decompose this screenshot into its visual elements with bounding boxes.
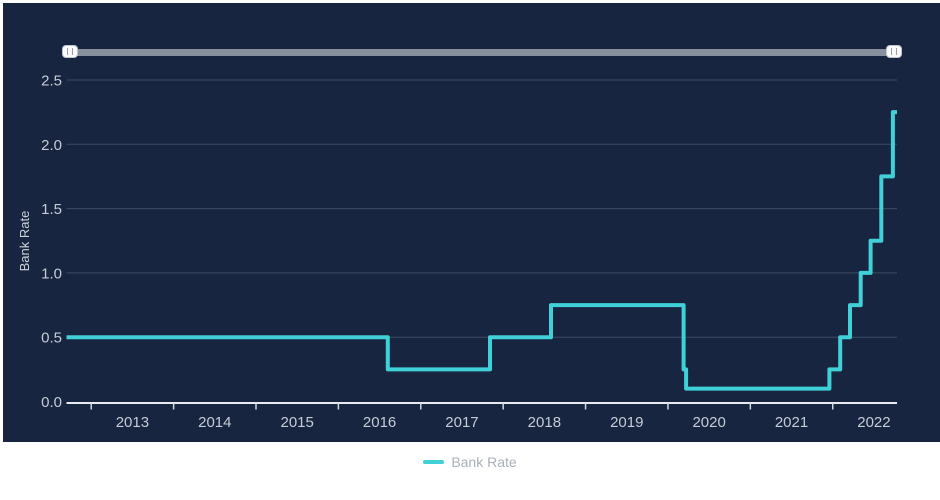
legend-marker-icon	[423, 460, 445, 464]
x-tick-label: 2014	[198, 414, 231, 431]
bank-rate-line[interactable]	[66, 110, 898, 391]
x-tick-label: 2013	[116, 414, 149, 431]
x-tick-label: 2020	[692, 414, 725, 431]
legend-label: Bank Rate	[451, 454, 517, 470]
x-tick-label: 2022	[857, 414, 890, 431]
x-tick-label: 2017	[445, 414, 478, 431]
x-tick-label: 2018	[528, 414, 561, 431]
x-tick-label: 2015	[281, 414, 314, 431]
y-tick-label: 2.0	[41, 137, 62, 154]
y-tick-label: 2.5	[41, 73, 62, 90]
y-tick-label: 0.5	[41, 330, 62, 347]
y-tick-label: 1.5	[41, 201, 62, 218]
legend[interactable]: Bank Rate	[0, 452, 940, 472]
range-slider-handle-left[interactable]	[62, 45, 78, 58]
y-tick-label: 1.0	[41, 265, 62, 282]
grip-icon	[891, 48, 897, 55]
range-slider-track[interactable]	[70, 49, 895, 56]
x-tick-label: 2021	[775, 414, 808, 431]
y-tick-label: 0.0	[41, 394, 62, 411]
grip-icon	[67, 48, 73, 55]
x-tick-label: 2016	[363, 414, 396, 431]
x-tick-label: 2019	[610, 414, 643, 431]
range-slider-handle-right[interactable]	[886, 45, 902, 58]
